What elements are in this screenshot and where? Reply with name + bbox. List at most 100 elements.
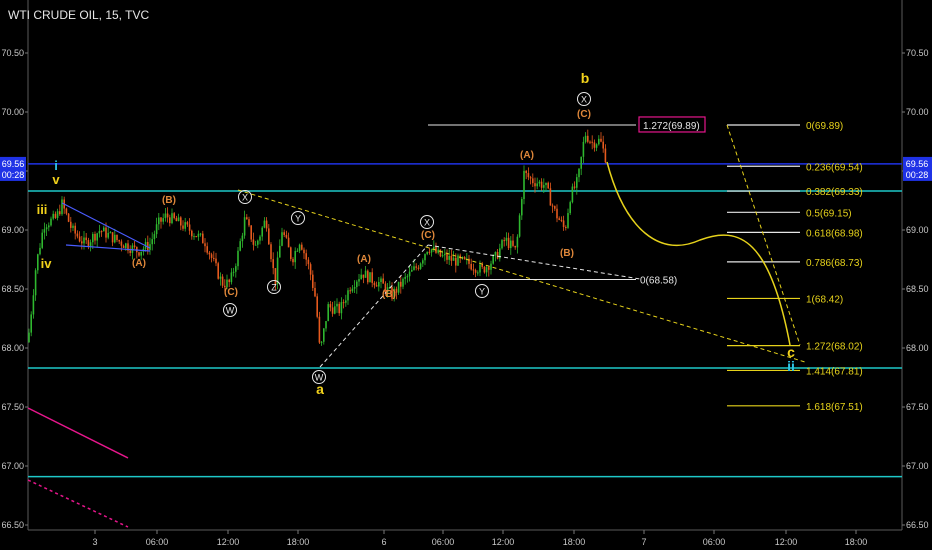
candle-body — [428, 251, 431, 253]
candle-body — [28, 332, 30, 343]
candle-body — [593, 142, 596, 148]
candle-body — [92, 233, 94, 243]
candle-body — [318, 316, 321, 343]
candle-body — [545, 182, 547, 186]
candle-body — [118, 240, 120, 242]
candle-body — [85, 237, 87, 241]
price-badge-time-left: 00:28 — [2, 170, 25, 180]
wave-circle — [291, 211, 305, 225]
y-tick-label-right: 67.50 — [906, 402, 929, 412]
wedge-lower-line — [65, 244, 151, 252]
candle-body — [516, 236, 519, 248]
candle-body — [129, 250, 131, 253]
candle-body — [382, 278, 384, 284]
candle-body — [164, 213, 167, 219]
candle-body — [239, 241, 241, 251]
fib-level-label: 1.618(67.51) — [806, 402, 863, 413]
candle-body — [413, 266, 415, 270]
candle-body — [290, 247, 292, 259]
fib-level-label: 1.272(68.02) — [806, 342, 863, 353]
candle-body — [232, 271, 235, 273]
candle-body — [41, 232, 43, 248]
candle-body — [202, 233, 204, 244]
candle-body — [589, 141, 591, 143]
candle-body — [512, 240, 514, 246]
candle-body — [529, 177, 532, 179]
candle-body — [83, 237, 85, 244]
y-tick-label-right: 67.00 — [906, 461, 929, 471]
candle-body — [45, 227, 48, 230]
candle-body — [448, 255, 450, 260]
extension-box — [638, 116, 706, 133]
candle-body — [336, 303, 338, 307]
candle-body — [50, 218, 52, 226]
candle-body — [345, 300, 347, 303]
candle-body — [287, 237, 290, 248]
candle-body — [521, 199, 523, 216]
wave-label: (B) — [560, 248, 574, 259]
candle-body — [571, 186, 574, 203]
candle-body — [263, 220, 266, 228]
candle-body — [259, 236, 261, 241]
candle-body — [155, 224, 158, 235]
candle-body — [162, 218, 164, 222]
candle-body — [417, 267, 420, 269]
candle-body — [510, 240, 512, 249]
wave-circle-label: W — [226, 306, 235, 316]
wave-circle-label: X — [581, 95, 587, 105]
pink-dashed-trendline — [27, 479, 129, 528]
candle-body — [496, 251, 499, 259]
wave-label: iii — [37, 202, 48, 217]
candle-body — [151, 239, 153, 245]
wave-label: (B) — [382, 289, 396, 300]
price-badge-left — [0, 156, 26, 181]
candle-body — [204, 243, 206, 247]
wave-label: (A) — [357, 254, 371, 265]
triangle-base-label: 0(68.58) — [640, 276, 677, 287]
candle-body — [296, 250, 299, 252]
wave-label: i — [54, 158, 58, 173]
x-tick-label: 7 — [641, 537, 646, 547]
candle-body — [307, 259, 310, 265]
y-tick-label-left: 67.00 — [1, 461, 24, 471]
candle-body — [378, 282, 380, 287]
candle-body — [279, 245, 281, 258]
candle-body — [70, 221, 72, 228]
candle-body — [224, 285, 226, 288]
wave-circle-label: W — [315, 373, 324, 383]
triangle-lower-dashed-line — [427, 244, 641, 280]
candle-body — [171, 213, 173, 224]
candle-body — [490, 263, 492, 270]
candle-body — [147, 241, 149, 250]
wave-label: (C) — [577, 109, 591, 120]
candle-body — [78, 236, 81, 242]
candle-body — [153, 234, 156, 240]
fib-level-label: 0(69.89) — [806, 121, 843, 132]
candle-body — [87, 240, 90, 247]
candle-body — [301, 244, 303, 250]
candle-body — [197, 233, 200, 237]
price-badge-right — [903, 156, 932, 181]
candle-body — [391, 287, 393, 299]
candle-body — [349, 290, 351, 292]
y-tick-label-right: 70.50 — [906, 48, 929, 58]
candle-body — [208, 252, 211, 255]
wave-circle — [577, 92, 591, 106]
candle-body — [281, 232, 283, 246]
candle-body — [424, 254, 426, 261]
candle-body — [250, 225, 252, 240]
y-tick-label-left: 66.50 — [1, 520, 24, 530]
candle-body — [598, 138, 600, 145]
candle-body — [221, 276, 224, 286]
candle-body — [422, 260, 424, 264]
candle-body — [54, 213, 57, 218]
candle-body — [507, 237, 510, 249]
candle-body — [494, 251, 497, 256]
candle-body — [298, 244, 301, 251]
candle-body — [309, 264, 312, 275]
candle-body — [111, 232, 114, 243]
candle-body — [215, 258, 217, 264]
y-tick-label-left: 69.00 — [1, 225, 24, 235]
